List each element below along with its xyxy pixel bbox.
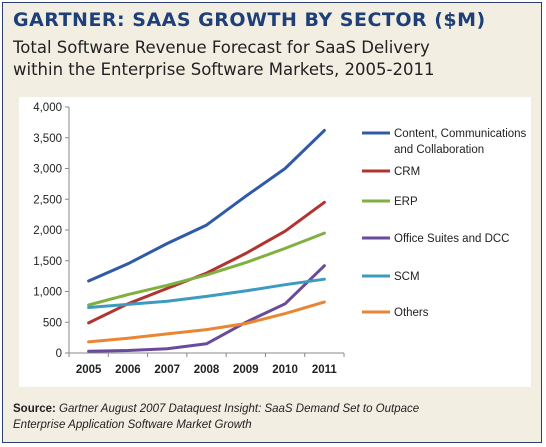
y-tick-label: 2,500 (33, 194, 62, 206)
source-label: Source: (13, 403, 56, 415)
series-line-4 (87, 264, 326, 353)
y-tick-label: 1,000 (33, 287, 62, 299)
series-line-5 (87, 277, 326, 309)
x-tick-label: 2005 (76, 364, 102, 376)
x-tick-label: 2011 (312, 364, 338, 376)
source-text-line-1: Gartner August 2007 Dataquest Insight: S… (59, 403, 420, 415)
legend-label: Others (394, 307, 429, 319)
y-tick-label: 0 (56, 348, 62, 360)
chart-plot-area: 0 500 1,000 1,500 2,000 2,500 3,000 3,500 4,000 2… (19, 97, 531, 387)
x-tick-label: 2007 (154, 364, 180, 376)
y-tick-label: 3,000 (33, 164, 62, 176)
chart-series (87, 128, 326, 353)
y-tick-label: 3,500 (33, 133, 62, 145)
legend-label: ERP (394, 196, 418, 208)
subtitle-line-2: within the Enterprise Software Markets, … (13, 60, 435, 79)
chart-subtitle: Total Software Revenue Forecast for SaaS… (13, 37, 533, 81)
chart-card: GARTNER: SAAS GROWTH BY SECTOR ($M) Tota… (2, 2, 542, 443)
x-tick-label: 2009 (233, 364, 259, 376)
series-line-1 (87, 128, 326, 283)
x-tick-label: 2006 (115, 364, 141, 376)
subtitle-line-1: Total Software Revenue Forecast for SaaS… (13, 38, 430, 57)
x-tick-label: 2008 (194, 364, 220, 376)
legend-label: CRM (394, 166, 420, 178)
source-note: Source: Gartner August 2007 Dataquest In… (13, 401, 535, 433)
series-line-3 (87, 231, 326, 307)
y-tick-label: 2,000 (33, 225, 62, 237)
legend-label: and Collaboration (394, 144, 484, 156)
y-tick-label: 4,000 (33, 102, 62, 114)
line-chart: 0 500 1,000 1,500 2,000 2,500 3,000 3,500 4,000 2… (33, 102, 527, 376)
y-tick-label: 1,500 (33, 256, 62, 268)
y-tick-label: 500 (43, 317, 62, 329)
series-line-6 (87, 300, 326, 344)
x-tick-label: 2010 (272, 364, 298, 376)
legend-label: Office Suites and DCC (394, 233, 509, 245)
chart-axes: 0 500 1,000 1,500 2,000 2,500 3,000 3,500 4,000 2… (33, 102, 345, 376)
legend-label: SCM (394, 271, 420, 283)
chart-legend: Content, Communications and Collaboration… (362, 128, 527, 319)
chart-title: GARTNER: SAAS GROWTH BY SECTOR ($M) (13, 9, 486, 31)
source-text-line-2: Enterprise Application Software Market G… (13, 419, 252, 431)
legend-label: Content, Communications (394, 128, 527, 140)
